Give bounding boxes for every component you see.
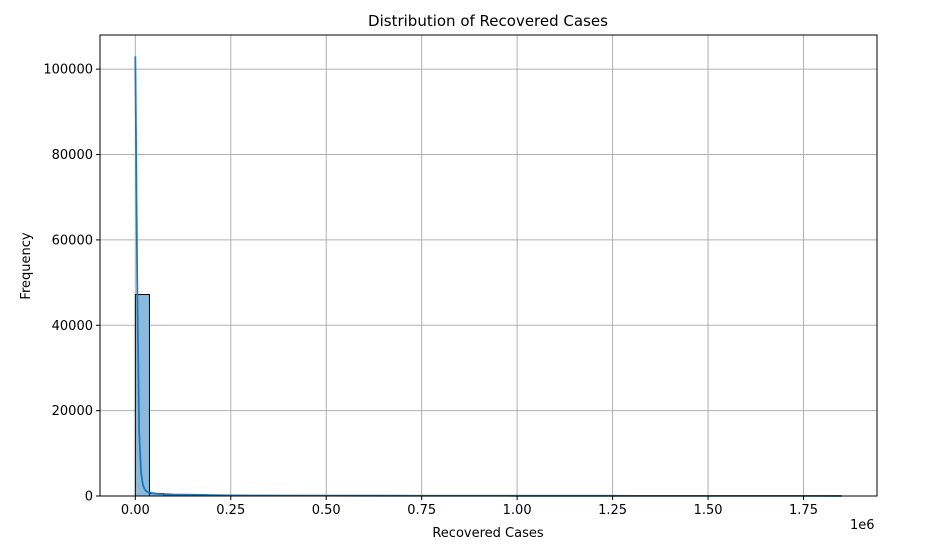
x-tick-label: 1.75 xyxy=(789,503,818,518)
y-tick-label: 40000 xyxy=(52,319,93,334)
kde-line xyxy=(134,56,842,497)
y-axis-label: Frequency xyxy=(19,232,34,299)
x-axis-offset-label: 1e6 xyxy=(850,518,875,533)
y-tick-label: 60000 xyxy=(52,233,93,248)
x-axis-label: Recovered Cases xyxy=(432,526,543,541)
x-tick-label: 0.25 xyxy=(216,503,245,518)
x-tick-label: 1.00 xyxy=(503,503,532,518)
x-axis-ticks: 0.00 0.25 0.50 0.75 1.00 1.25 1.50 1.75 xyxy=(121,496,818,518)
x-tick-label: 1.25 xyxy=(598,503,627,518)
plot-frame xyxy=(99,34,878,497)
x-tick-label: 0.50 xyxy=(312,503,341,518)
y-tick-label: 100000 xyxy=(43,63,93,78)
y-tick-label: 80000 xyxy=(52,148,93,163)
histogram-bars xyxy=(134,294,235,497)
y-axis-ticks: 0 20000 40000 60000 80000 100000 xyxy=(43,63,100,505)
y-tick-label: 0 xyxy=(85,490,93,505)
grid-lines xyxy=(100,35,877,497)
x-tick-label: 0.00 xyxy=(121,503,150,518)
kde-curve-layer xyxy=(134,56,842,497)
x-tick-label: 0.75 xyxy=(407,503,436,518)
chart-title: Distribution of Recovered Cases xyxy=(368,12,608,30)
axes-frame xyxy=(99,34,878,497)
y-tick-label: 20000 xyxy=(52,404,93,419)
x-tick-label: 1.50 xyxy=(694,503,723,518)
